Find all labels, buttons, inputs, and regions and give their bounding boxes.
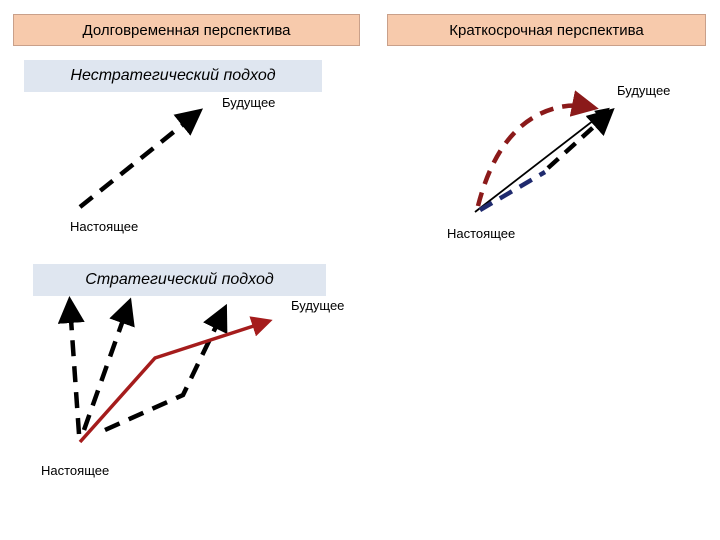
strat-solid-arrow xyxy=(78,316,273,444)
strategic-approach-label: Стратегический подход xyxy=(33,264,326,296)
strat-future-label: Будущее xyxy=(291,298,345,313)
non-strategic-approach-label: Нестратегический подход xyxy=(24,60,322,92)
strat-dashed-arrow-2 xyxy=(81,297,135,431)
short-black-dashed-arrow xyxy=(546,107,615,170)
strat-present-label: Настоящее xyxy=(41,463,110,478)
strat-dashed-arrow-3 xyxy=(104,303,228,433)
short-future-label: Будущее xyxy=(617,83,671,98)
strat-dashed-arrow-1 xyxy=(57,296,85,435)
short-term-header: Краткосрочная перспектива xyxy=(387,14,706,46)
short-solid-arrow xyxy=(474,107,610,213)
nonstrat-future-label: Будущее xyxy=(222,95,276,110)
nonstrat-present-label: Настоящее xyxy=(70,219,139,234)
nonstrat-dashed-arrow xyxy=(78,108,204,209)
long-term-header: Долговременная перспектива xyxy=(13,14,360,46)
short-navy-dashed-segment xyxy=(478,170,547,212)
short-present-label: Настоящее xyxy=(447,226,516,241)
short-curved-dashed-arrow xyxy=(475,90,599,207)
